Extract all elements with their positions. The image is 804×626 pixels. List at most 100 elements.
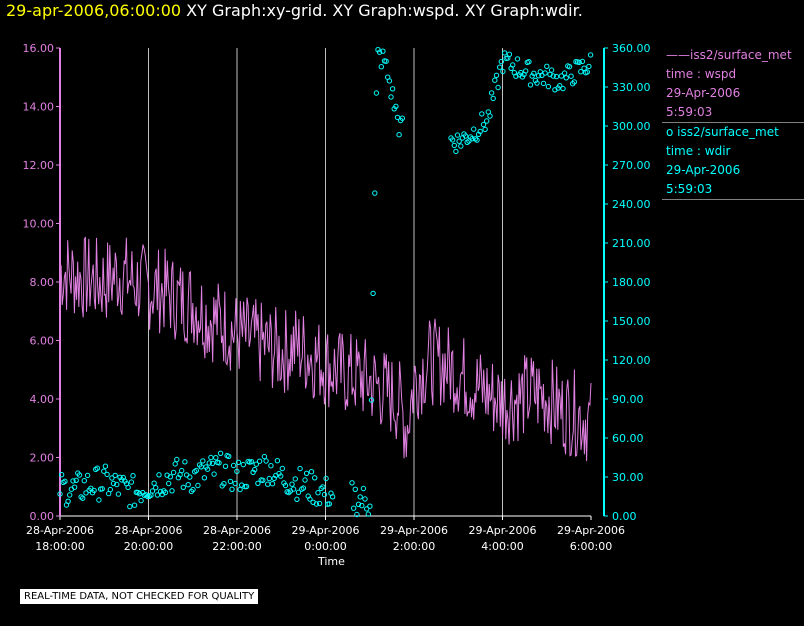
wdir-marker [295,489,302,495]
wdir-marker [201,475,208,481]
wdir-marker [480,121,487,128]
wdir-marker [193,467,200,474]
wdir-marker [553,73,560,80]
axes [56,47,608,520]
wdir-marker [531,70,537,77]
legend-wdir-time: 5:59:03 [666,182,713,196]
wdir-marker [235,459,242,465]
wdir-marker [388,94,394,100]
y-right-tick-label: 330.00 [612,81,651,94]
wdir-marker [493,72,500,79]
wdir-marker [240,461,247,468]
y-right-tick-label: 360.00 [612,42,651,55]
wdir-marker [578,69,584,75]
wdir-marker [560,85,566,92]
y-right-tick-label: 30.00 [612,471,644,484]
wdir-marker [307,496,313,502]
x-axis-title: Time [318,555,345,568]
wdir-marker [329,494,336,500]
wdir-marker [513,73,519,79]
wdir-marker [84,472,91,479]
wdir-marker [523,68,529,74]
wdir-marker [475,131,482,138]
wdir-marker [292,476,298,482]
x-tick-label: 28-Apr-2006 [26,524,94,537]
wdir-marker [279,465,285,472]
wdir-marker [383,58,389,64]
wdir-marker [386,78,393,84]
y-right-tick-label: 120.00 [612,354,651,367]
wdir-marker [380,48,386,54]
wdir-marker [250,469,256,475]
wdir-marker [248,459,255,465]
wdir-marker [326,501,332,507]
wdir-marker [136,491,143,497]
wdir-marker [227,478,234,485]
wdir-marker [579,58,586,65]
wdir-marker [487,113,493,119]
y-left-tick-label: 16.00 [23,42,55,55]
y-right-tick-label: 0.00 [612,510,637,523]
wdir-marker [131,502,138,508]
series-wspd-line [59,236,592,462]
wdir-marker [526,59,532,65]
wdir-marker [266,475,272,482]
wdir-marker [294,496,300,502]
wdir-marker [286,489,292,496]
wdir-marker [172,461,178,467]
x-tick-label: 18:00:00 [35,540,84,553]
legend-wdir-var: time : wdir [666,144,731,158]
x-tick-label: 29-Apr-2006 [557,524,625,537]
y-right-tick-label: 150.00 [612,315,651,328]
wdir-marker [451,142,457,149]
wdir-marker [185,482,191,488]
wdir-marker [153,485,159,491]
wdir-marker [488,90,495,96]
wdir-marker [104,471,110,478]
wdir-marker [209,460,216,467]
wdir-marker [222,463,229,469]
legend-wspd-date: 29-Apr-2006 [666,86,741,100]
wdir-marker [255,480,261,486]
wdir-marker [271,475,277,482]
wdir-marker [544,63,550,70]
wdir-marker [289,481,295,487]
legend-wdir-date: 29-Apr-2006 [666,163,741,177]
wdir-marker [128,479,135,485]
wdir-marker [253,461,259,467]
wdir-marker [265,481,271,487]
wdir-marker [80,495,86,501]
wdir-marker [367,503,373,509]
wdir-marker [62,478,68,484]
wdir-marker [112,472,118,479]
wdir-marker [65,498,71,504]
wdir-marker [229,486,235,492]
wdir-marker [216,460,222,466]
legend-wspd-source: ——iss2/surface_met [666,46,804,65]
wdir-marker [497,64,503,70]
wdir-marker [167,474,174,480]
wdir-marker [454,132,461,138]
wdir-marker [568,73,574,79]
wdir-marker [566,64,573,70]
wdir-marker [368,397,375,403]
y-right-tick-label: 240.00 [612,198,651,211]
wdir-marker [313,501,320,507]
wdir-marker [308,469,315,475]
wdir-marker [318,485,324,492]
y-right-tick-label: 90.00 [612,393,644,406]
wdir-marker [354,511,360,518]
legend-entry-wspd: ——iss2/surface_met time : wspd 29-Apr-20… [662,46,804,123]
wdir-marker [373,90,380,96]
wdir-marker [107,486,114,493]
wdir-marker [170,469,177,476]
wdir-marker [261,453,268,460]
wdir-marker [151,480,157,486]
wdir-marker [471,126,477,132]
wdir-marker [221,481,227,487]
x-tick-label: 28-Apr-2006 [203,524,271,537]
legend-entry-wdir: o iss2/surface_met time : wdir 29-Apr-20… [662,123,804,200]
wdir-marker [542,70,548,76]
x-tick-label: 0:00:00 [304,540,346,553]
wdir-marker [174,456,180,463]
